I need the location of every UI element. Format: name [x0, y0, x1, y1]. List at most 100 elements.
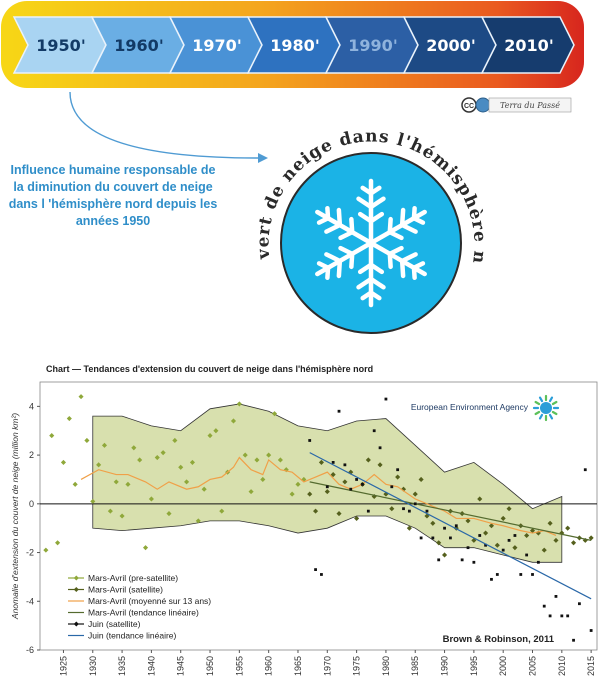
data-point [460, 558, 464, 562]
data-point [407, 509, 411, 513]
legend-item: Juin (tendance linéaire) [88, 631, 177, 641]
data-point [137, 457, 143, 463]
data-point [536, 560, 540, 564]
x-tick-label: 1930 [88, 656, 98, 676]
source-label: Brown & Robinson, 2011 [443, 634, 555, 645]
data-point [101, 442, 108, 448]
x-tick-label: 2000 [498, 656, 508, 676]
x-tick-label: 1960 [264, 656, 274, 676]
data-point [355, 478, 359, 481]
data-point [131, 445, 137, 451]
x-tick-label: 2010 [557, 656, 567, 676]
data-point [90, 498, 96, 504]
data-point [178, 464, 184, 470]
data-point [578, 602, 581, 606]
snowflake-icon [315, 178, 427, 308]
y-axis-label: Anomalie d'extension du couvert de neige… [10, 413, 20, 620]
data-point [566, 614, 570, 618]
data-point [454, 524, 458, 528]
chart-title: Chart — Tendances d'extension du couvert… [46, 364, 373, 374]
data-point [390, 485, 394, 489]
data-point [248, 489, 254, 495]
data-point [572, 638, 575, 642]
decade-label: 2000' [426, 36, 475, 55]
data-point [78, 394, 84, 400]
series-line [80, 456, 557, 537]
x-tick-label: 1955 [234, 656, 244, 676]
credit-logo: CC Terra du Passé [461, 97, 572, 113]
data-point [531, 573, 534, 576]
data-point [219, 508, 225, 514]
x-tick-label: 1970 [322, 656, 332, 676]
data-point [560, 614, 564, 618]
data-point [66, 415, 72, 422]
series-line [309, 452, 592, 600]
data-point [506, 506, 512, 512]
data-point [330, 472, 336, 478]
legend-marker [73, 586, 79, 593]
data-point [501, 548, 505, 552]
y-tick-label: 2 [29, 450, 34, 460]
arrowhead [258, 153, 268, 163]
agency-name: European Environment Agency [411, 402, 529, 412]
x-tick-label: 2015 [586, 656, 596, 676]
annotation-arrow [69, 91, 259, 159]
x-tick-label: 2005 [528, 656, 538, 676]
data-point [431, 536, 435, 540]
data-point [342, 479, 348, 485]
x-tick-label: 1940 [146, 656, 156, 676]
data-point [119, 513, 125, 519]
data-point [295, 481, 301, 487]
data-point [490, 577, 493, 581]
data-point [402, 507, 405, 511]
data-point [366, 509, 370, 513]
x-tick-label: 1965 [293, 656, 303, 676]
x-tick-label: 1925 [58, 656, 68, 676]
eea-logo-icon [532, 394, 560, 422]
decade-label: 1950' [36, 36, 85, 55]
data-point [372, 429, 376, 433]
data-point [519, 573, 523, 576]
x-tick-label: 1980 [381, 656, 391, 676]
annotation-text: Influence humaine responsable de la dimi… [8, 163, 218, 228]
timeline-chevrons: 1950' 1960' 1970' 1980' 1990' 2000' 2010' [12, 16, 575, 74]
data-point [413, 502, 417, 506]
x-tick-label: 1995 [469, 656, 479, 676]
legend-item: Mars-Avril (moyenné sur 13 ans) [88, 596, 211, 606]
x-tick-label: 1950 [205, 656, 215, 676]
data-point [525, 553, 529, 557]
legend-item: Mars-Avril (pre-satellite) [88, 573, 178, 583]
data-point [554, 595, 558, 598]
decade-chevron [480, 16, 575, 74]
credit-text: Terra du Passé [500, 101, 560, 110]
decade-label: 1960' [114, 36, 163, 55]
y-tick-label: -6 [26, 645, 34, 655]
data-point [589, 629, 593, 632]
series-line [309, 481, 592, 541]
data-point [384, 397, 388, 401]
data-point [325, 485, 329, 489]
data-point [548, 614, 552, 618]
data-point [378, 446, 382, 450]
legend-item: Mars-Avril (tendance linéaire) [88, 608, 199, 618]
y-tick-label: 0 [29, 499, 34, 509]
globe-icon [475, 97, 491, 113]
legend-item: Mars-Avril (satellite) [88, 585, 163, 595]
data-point [541, 547, 547, 553]
legend-item: Juin (satellite) [88, 619, 141, 629]
data-point [213, 428, 219, 434]
data-point [314, 568, 317, 571]
data-point [331, 461, 335, 464]
data-point [507, 538, 511, 542]
snow-cover-chart: Chart — Tendances d'extension du couvert… [10, 364, 598, 676]
x-tick-label: 1985 [410, 656, 420, 676]
data-point [337, 409, 341, 413]
data-point [478, 534, 482, 537]
data-point [419, 536, 423, 540]
data-point [343, 463, 347, 467]
data-point [201, 486, 207, 492]
decade-label: 1990' [348, 36, 397, 55]
y-tick-label: 4 [29, 401, 34, 411]
data-point [437, 558, 441, 562]
data-point [484, 543, 487, 547]
